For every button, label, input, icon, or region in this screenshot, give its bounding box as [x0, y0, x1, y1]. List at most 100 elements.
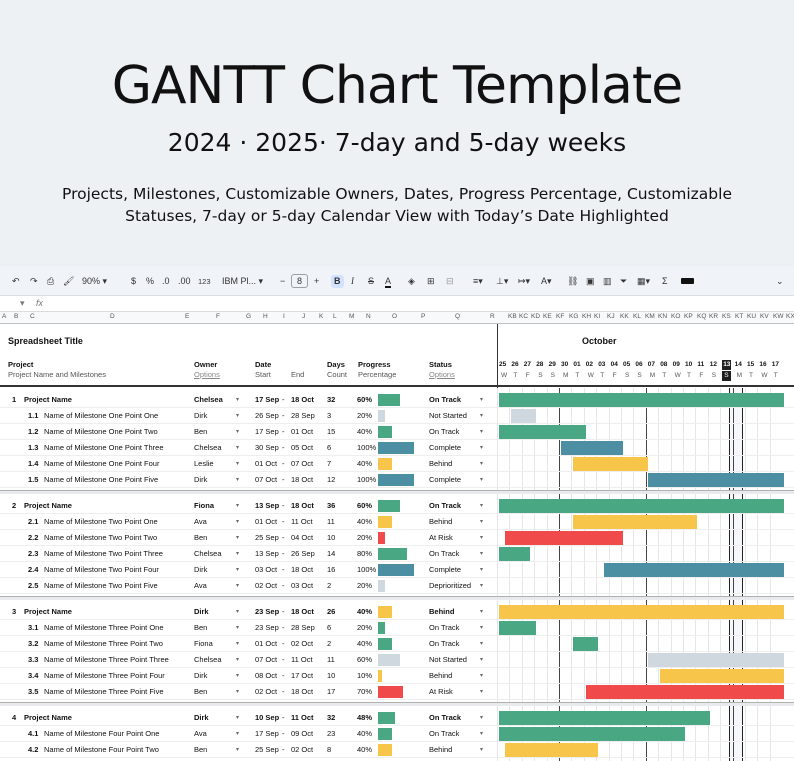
- owner-cell[interactable]: Ben: [194, 533, 208, 542]
- milestone-row[interactable]: 4.1 Name of Milestone Four Point One Ava ▾ 1…: [0, 726, 794, 742]
- task-name[interactable]: Name of Milestone One Point Three: [44, 443, 164, 452]
- end-date[interactable]: 02 Oct: [291, 639, 314, 648]
- status-dropdown-icon[interactable]: ▾: [480, 551, 484, 557]
- status-dropdown-icon[interactable]: ▾: [480, 519, 484, 525]
- text-wrap-icon[interactable]: ↦▾: [518, 276, 531, 286]
- progress-value[interactable]: 100%: [357, 443, 377, 452]
- column-header[interactable]: KI: [594, 313, 601, 320]
- font-size-input[interactable]: 8: [291, 274, 309, 288]
- start-date[interactable]: 13 Sep: [255, 501, 280, 510]
- end-date[interactable]: 18 Oct: [291, 607, 314, 616]
- milestone-row[interactable]: 3.3 Name of Milestone Three Point Three Ch…: [0, 652, 794, 668]
- gantt-bar[interactable]: [505, 531, 623, 545]
- owner-dropdown-icon[interactable]: ▾: [236, 461, 240, 467]
- task-name[interactable]: Name of Milestone Two Point Two: [44, 533, 158, 542]
- owner-dropdown-icon[interactable]: ▾: [236, 673, 240, 679]
- owner-cell[interactable]: Ben: [194, 427, 208, 436]
- owner-cell[interactable]: Ava: [194, 581, 207, 590]
- end-date[interactable]: 09 Oct: [291, 729, 314, 738]
- end-date[interactable]: 18 Oct: [291, 501, 314, 510]
- gantt-bar[interactable]: [604, 563, 785, 577]
- progress-value[interactable]: 20%: [357, 533, 373, 542]
- paint-format-icon[interactable]: 🖌: [63, 276, 75, 286]
- milestone-row[interactable]: 3.5 Name of Milestone Three Point Five Ben…: [0, 684, 794, 700]
- start-date[interactable]: 02 Oct: [255, 581, 278, 590]
- column-header[interactable]: F: [216, 313, 220, 320]
- task-name[interactable]: Name of Milestone Four Point Two: [44, 745, 159, 754]
- status-dropdown-icon[interactable]: ▾: [480, 535, 484, 541]
- progress-value[interactable]: 40%: [357, 745, 373, 754]
- status-dropdown-icon[interactable]: ▾: [480, 583, 484, 589]
- start-date[interactable]: 08 Oct: [255, 671, 278, 680]
- owner-dropdown-icon[interactable]: ▾: [236, 583, 240, 589]
- gantt-bar[interactable]: [499, 605, 785, 619]
- column-header[interactable]: KJ: [607, 313, 615, 320]
- filter-icon[interactable]: ⏷: [620, 276, 628, 286]
- column-header[interactable]: KN: [658, 313, 668, 320]
- end-date[interactable]: 02 Oct: [291, 745, 314, 754]
- column-header[interactable]: KW: [773, 313, 784, 320]
- owner-dropdown-icon[interactable]: ▾: [236, 551, 240, 557]
- milestone-row[interactable]: 1.5 Name of Milestone One Point Five Dirk ▾…: [0, 472, 794, 488]
- functions-button[interactable]: Σ: [662, 276, 668, 286]
- status-dropdown-icon[interactable]: ▾: [480, 503, 484, 509]
- start-date[interactable]: 23 Sep: [255, 607, 280, 616]
- status-dropdown-icon[interactable]: ▾: [480, 461, 484, 467]
- column-header[interactable]: KM: [645, 313, 655, 320]
- gantt-bar[interactable]: [499, 711, 710, 725]
- status-dropdown-icon[interactable]: ▾: [480, 397, 484, 403]
- owner-cell[interactable]: Fiona: [194, 501, 214, 510]
- owner-cell[interactable]: Leslie: [194, 459, 214, 468]
- owner-cell[interactable]: Dirk: [194, 607, 209, 616]
- task-name[interactable]: Name of Milestone One Point Four: [44, 459, 160, 468]
- owner-cell[interactable]: Chelsea: [194, 443, 222, 452]
- project-row[interactable]: 4 Project Name Dirk ▾ 10 Sep -11 Oct 32 48% On T…: [0, 710, 794, 726]
- owner-cell[interactable]: Ben: [194, 745, 208, 754]
- status-dropdown-icon[interactable]: ▾: [480, 445, 484, 451]
- owner-dropdown-icon[interactable]: ▾: [236, 519, 240, 525]
- status-dropdown-icon[interactable]: ▾: [480, 609, 484, 615]
- start-date[interactable]: 01 Oct: [255, 639, 278, 648]
- end-date[interactable]: 05 Oct: [291, 443, 314, 452]
- text-color-button[interactable]: A: [385, 276, 392, 288]
- start-date[interactable]: 02 Oct: [255, 687, 278, 696]
- task-name[interactable]: Name of Milestone Two Point Four: [44, 565, 159, 574]
- milestone-row[interactable]: 3.2 Name of Milestone Three Point Two Fion…: [0, 636, 794, 652]
- status-cell[interactable]: Behind: [429, 517, 453, 526]
- task-name[interactable]: Name of Milestone One Point Five: [44, 475, 159, 484]
- status-cell[interactable]: On Track: [429, 639, 460, 648]
- milestone-row[interactable]: 1.4 Name of Milestone One Point Four Lesli…: [0, 456, 794, 472]
- task-name[interactable]: Project Name: [24, 607, 72, 616]
- status-cell[interactable]: Not Started: [429, 655, 467, 664]
- status-cell[interactable]: Behind: [429, 745, 453, 754]
- milestone-row[interactable]: 3.4 Name of Milestone Three Point Four Dir…: [0, 668, 794, 684]
- status-cell[interactable]: On Track: [429, 713, 462, 722]
- owner-dropdown-icon[interactable]: ▾: [236, 609, 240, 615]
- end-date[interactable]: 11 Oct: [291, 713, 314, 722]
- task-name[interactable]: Name of Milestone Two Point One: [44, 517, 158, 526]
- gantt-bar[interactable]: [499, 621, 537, 635]
- status-cell[interactable]: On Track: [429, 395, 462, 404]
- column-header[interactable]: KV: [760, 313, 769, 320]
- column-header[interactable]: KT: [735, 313, 744, 320]
- status-cell[interactable]: On Track: [429, 427, 460, 436]
- column-header[interactable]: R: [490, 313, 495, 320]
- progress-value[interactable]: 40%: [357, 459, 373, 468]
- owner-cell[interactable]: Dirk: [194, 411, 208, 420]
- end-date[interactable]: 11 Oct: [291, 655, 313, 664]
- status-dropdown-icon[interactable]: ▾: [480, 429, 484, 435]
- fill-color-icon[interactable]: ◈: [408, 276, 415, 286]
- increase-decimal-button[interactable]: .00: [178, 276, 191, 286]
- task-name[interactable]: Name of Milestone Two Point Three: [44, 549, 163, 558]
- status-dropdown-icon[interactable]: ▾: [480, 625, 484, 631]
- column-header[interactable]: Q: [455, 313, 461, 320]
- status-dropdown-icon[interactable]: ▾: [480, 747, 484, 753]
- column-header[interactable]: KX: [786, 313, 794, 320]
- end-date[interactable]: 11 Oct: [291, 517, 313, 526]
- gantt-bar[interactable]: [573, 637, 599, 651]
- gantt-bar[interactable]: [573, 515, 698, 529]
- start-date[interactable]: 26 Sep: [255, 411, 279, 420]
- start-date[interactable]: 10 Sep: [255, 713, 280, 722]
- filter-views-icon[interactable]: ▦▾: [637, 276, 651, 286]
- formula-input[interactable]: [48, 297, 788, 309]
